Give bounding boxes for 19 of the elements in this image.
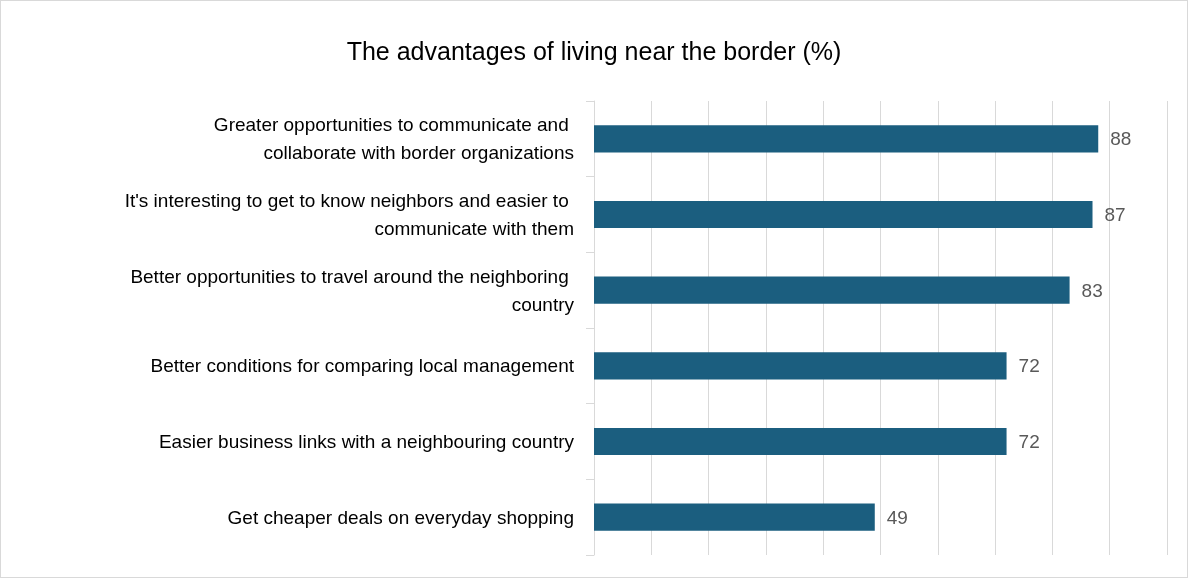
- bar: [594, 200, 1093, 229]
- y-tick-label: Better opportunities to travel around the neighboring country: [130, 265, 575, 315]
- data-label: 83: [1081, 279, 1103, 301]
- bar: [594, 503, 875, 531]
- data-label: 72: [1018, 431, 1040, 452]
- bar: [594, 125, 1099, 153]
- bar: [594, 427, 1007, 456]
- y-tick-label: Better conditions for comparing local management: [150, 355, 575, 377]
- y-tick-label: Easier business links with a neighbouring country: [158, 431, 575, 452]
- data-label: 88: [1110, 128, 1132, 150]
- chart-title: The advantages of living near the border (%): [346, 36, 842, 65]
- y-tick-label: Greater opportunities to communicate and collaborate with border organizations: [213, 114, 574, 164]
- data-label: 87: [1104, 204, 1126, 225]
- bar: [594, 276, 1070, 304]
- bar: [594, 352, 1007, 380]
- data-label: 49: [886, 506, 908, 528]
- data-label: 72: [1018, 355, 1040, 377]
- y-tick-label: Get cheaper deals on everyday shopping: [227, 506, 574, 528]
- y-tick-label: It's interesting to get to know neighbors and easier to communicate with them: [124, 190, 574, 239]
